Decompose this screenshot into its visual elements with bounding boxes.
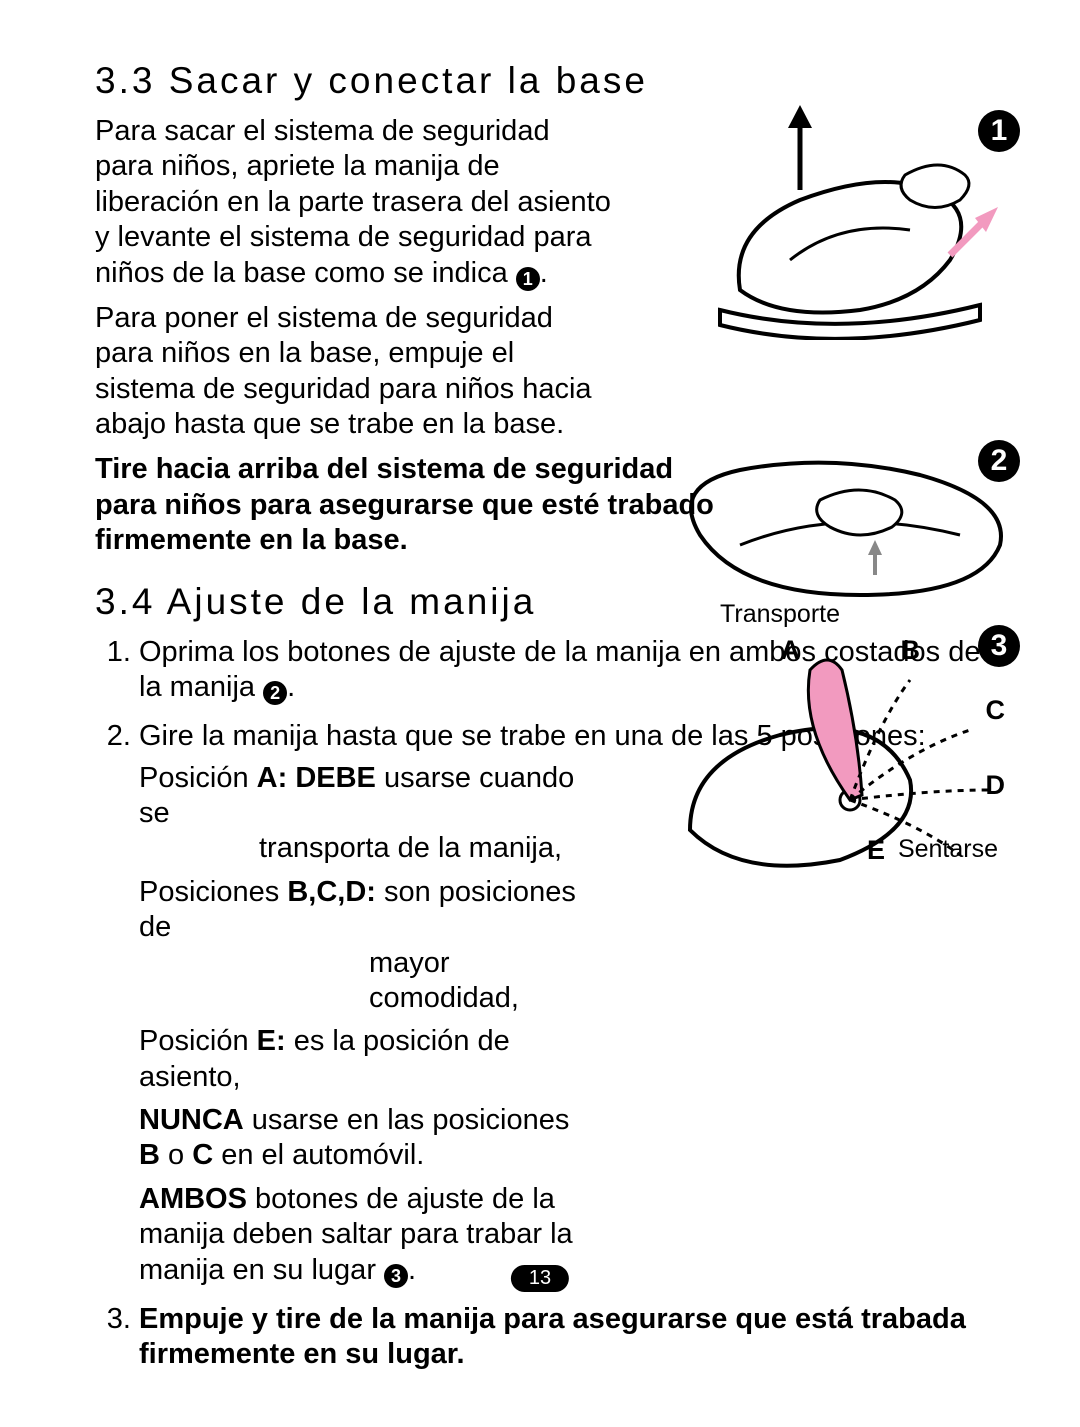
pos-e: Posición E: es la posición de asiento, [139, 1024, 598, 1095]
callout-2-icon: 2 [978, 440, 1020, 482]
label-sit: Sentarse [898, 835, 998, 864]
li1-tail: . [287, 671, 295, 703]
label-E: E [867, 835, 885, 866]
label-C: C [986, 695, 1006, 726]
pos-a: Posición A: DEBE usarse cuando se transp… [139, 761, 598, 867]
section-3-3-p2: Para poner el sistema de seguridad para … [95, 301, 614, 443]
section-3-3-p1: Para sacar el sistema de seguridad para … [95, 114, 614, 291]
p1-text: Para sacar el sistema de seguridad para … [95, 115, 611, 289]
pos-bcd: Posiciones B,C,D: son posiciones de mayo… [139, 875, 598, 1017]
section-3-3-p3: Tire hacia arriba del sistema de segurid… [95, 452, 732, 558]
li-3: Empuje y tire de la manija para asegurar… [139, 1302, 1005, 1373]
ref-icon-2-inline: 2 [263, 681, 287, 705]
illustration-1 [680, 100, 1000, 340]
p1-tail: . [540, 257, 548, 289]
label-A: A [781, 635, 801, 666]
ref-icon-1-inline: 1 [516, 267, 540, 291]
ref-icon-3-inline: 3 [384, 1264, 408, 1288]
nunca: NUNCA usarse en las posiciones B o C en … [139, 1103, 598, 1174]
page-number: 13 [511, 1265, 569, 1292]
label-B: B [901, 635, 921, 666]
label-D: D [986, 770, 1006, 801]
callout-1-icon: 1 [978, 110, 1020, 152]
callout-3-icon: 3 [978, 625, 1020, 667]
section-3-3-heading: 3.3 Sacar y conectar la base [95, 60, 1005, 102]
illustration-2 [660, 445, 1020, 605]
label-transport: Transporte [720, 600, 840, 629]
